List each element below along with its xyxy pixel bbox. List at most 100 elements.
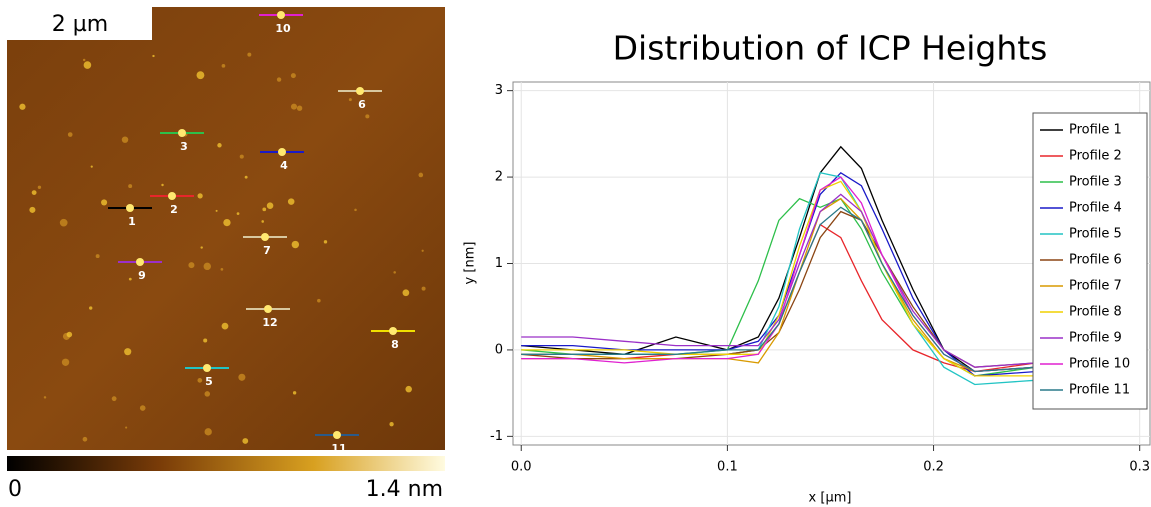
afm-speck <box>197 193 203 199</box>
x-tick-label: 0.2 <box>923 460 944 475</box>
afm-speck <box>95 254 100 259</box>
afm-speck <box>261 220 264 223</box>
afm-speck <box>196 71 205 80</box>
afm-background <box>7 7 445 450</box>
afm-speck <box>217 143 222 148</box>
marker-label: 7 <box>263 244 271 257</box>
afm-speck <box>59 218 68 227</box>
legend-label: Profile 8 <box>1069 305 1122 320</box>
legend-label: Profile 1 <box>1069 123 1122 138</box>
series-line <box>521 193 1140 368</box>
marker-label: 8 <box>391 338 399 351</box>
plot: Distribution of ICP Heights x [µm] y [nm… <box>463 29 1151 506</box>
afm-speck <box>188 262 195 269</box>
afm-speck <box>67 132 73 137</box>
marker-label: 10 <box>275 22 291 35</box>
afm-speck <box>405 385 412 393</box>
afm-speck <box>290 103 298 110</box>
afm-speck <box>354 208 357 212</box>
afm-speck <box>262 207 267 212</box>
afm-speck <box>418 172 424 178</box>
marker-dot <box>261 233 269 241</box>
marker-dot <box>333 431 341 439</box>
legend-label: Profile 4 <box>1069 201 1122 216</box>
legend-label: Profile 5 <box>1069 227 1122 242</box>
y-tick-label: 3 <box>495 83 503 98</box>
marker-label: 1 <box>128 215 136 228</box>
legend-label: Profile 2 <box>1069 149 1122 164</box>
y-tick-label: 0 <box>495 342 503 357</box>
afm-speck <box>200 246 203 249</box>
afm-speck <box>37 185 42 189</box>
afm-speck <box>90 165 93 168</box>
afm-speck <box>244 175 248 179</box>
afm-speck <box>124 348 132 356</box>
afm-speck <box>215 209 218 212</box>
colorbar <box>7 456 445 471</box>
afm-speck <box>203 262 211 271</box>
afm-speck <box>152 54 155 58</box>
afm-speck <box>101 199 108 206</box>
chart-title: Distribution of ICP Heights <box>613 29 1048 68</box>
scale-bar <box>7 7 152 40</box>
afm-speck <box>223 218 231 227</box>
afm-speck <box>19 103 26 110</box>
marker-label: 9 <box>138 269 146 282</box>
x-axis-label: x [µm] <box>809 491 852 506</box>
marker-dot <box>278 148 286 156</box>
afm-speck <box>83 61 92 69</box>
afm-speck <box>393 271 396 274</box>
marker-dot <box>136 258 144 266</box>
afm-speck <box>204 391 211 397</box>
afm-speck <box>125 426 128 429</box>
y-tick-label: -1 <box>490 429 503 444</box>
afm-speck <box>287 198 295 205</box>
x-tick-label: 0.3 <box>1129 460 1150 475</box>
afm-speck <box>276 77 282 82</box>
afm-speck <box>31 190 37 196</box>
x-tick-label: 0.1 <box>717 460 738 475</box>
afm-speck <box>421 286 426 291</box>
series-line <box>521 223 1140 373</box>
afm-speck <box>61 358 70 366</box>
afm-speck <box>296 105 303 111</box>
afm-speck <box>220 267 224 271</box>
scale-bar-label: 2 µm <box>52 12 108 37</box>
afm-speck <box>292 391 297 395</box>
colorbar-min: 0 <box>8 477 22 502</box>
legend-label: Profile 6 <box>1069 253 1122 268</box>
afm-speck <box>348 98 352 102</box>
afm-speck <box>66 331 73 338</box>
afm-speck <box>291 240 300 249</box>
afm-speck <box>82 58 86 62</box>
y-axis-label: y [nm] <box>463 242 478 285</box>
afm-speck <box>266 202 274 209</box>
afm-speck <box>221 63 226 68</box>
marker-label: 11 <box>331 442 346 455</box>
afm-speck <box>204 428 212 436</box>
afm-speck <box>421 249 424 252</box>
afm-speck <box>238 373 246 381</box>
afm-speck <box>236 212 240 215</box>
afm-speck <box>323 240 328 244</box>
marker-dot <box>178 129 186 137</box>
afm-speck <box>128 184 133 189</box>
legend-label: Profile 11 <box>1069 383 1130 398</box>
marker-dot <box>356 87 364 95</box>
colorbar-max: 1.4 nm <box>366 477 443 502</box>
afm-speck <box>139 405 146 411</box>
legend-label: Profile 9 <box>1069 331 1122 346</box>
marker-dot <box>168 192 176 200</box>
afm-speck <box>43 396 47 399</box>
afm-speck <box>111 396 117 402</box>
marker-label: 5 <box>205 375 213 388</box>
afm-speck <box>82 436 88 442</box>
marker-label: 2 <box>170 203 178 216</box>
marker-label: 6 <box>358 98 366 111</box>
afm-speck <box>128 277 132 281</box>
marker-dot <box>389 327 397 335</box>
afm-speck <box>317 298 321 303</box>
legend-label: Profile 7 <box>1069 279 1122 294</box>
afm-speck <box>29 206 36 213</box>
